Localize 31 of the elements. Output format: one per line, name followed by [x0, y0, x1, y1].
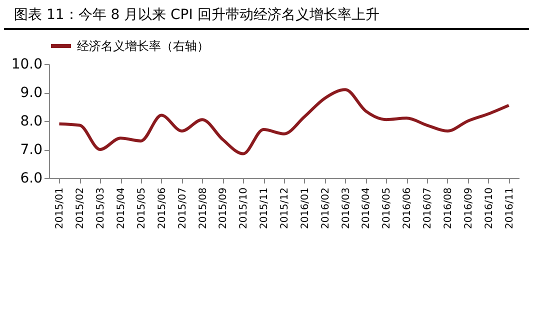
y-tick-label: 9.0 [20, 85, 42, 101]
x-tick-label: 2015/03 [96, 188, 107, 230]
legend-label: 经济名义增长率（右轴） [77, 39, 209, 53]
y-tick-label: 7.0 [20, 142, 42, 158]
x-tick-label: 2015/05 [136, 188, 148, 230]
x-tick-label: 2015/11 [259, 188, 270, 230]
chart-title: 图表 11：今年 8 月以来 CPI 回升带动经济名义增长率上升 [4, 0, 529, 30]
x-tick-label: 2015/12 [280, 188, 290, 230]
x-tick-label: 2015/04 [116, 188, 128, 230]
x-tick-label: 2016/08 [442, 188, 454, 230]
x-tick-label: 2015/10 [238, 188, 250, 230]
x-tick-label: 2016/11 [504, 188, 516, 230]
x-tick-label: 2015/01 [54, 188, 66, 230]
x-tick-label: 2016/10 [484, 188, 495, 230]
y-tick-label: 10.0 [11, 56, 42, 72]
x-tick-label: 2016/03 [340, 188, 352, 230]
x-tick-label: 2015/02 [75, 188, 86, 230]
x-tick-label: 2016/09 [463, 188, 474, 230]
y-tick-label: 6.0 [20, 170, 42, 186]
x-tick-label: 2016/04 [361, 188, 372, 230]
line-series [58, 88, 510, 156]
x-tick-label: 2016/07 [422, 188, 434, 230]
x-tick-label: 2016/01 [300, 188, 311, 230]
x-tick-label: 2015/07 [177, 188, 188, 230]
x-tick-label: 2015/08 [198, 188, 209, 230]
x-tick-label: 2016/05 [382, 188, 393, 230]
x-tick-label: 2015/09 [218, 188, 230, 230]
x-tick-label: 2016/06 [402, 188, 414, 230]
y-tick-label: 8.0 [20, 114, 42, 130]
x-tick-label: 2015/06 [156, 188, 168, 230]
x-tick-label: 2016/02 [320, 188, 332, 230]
